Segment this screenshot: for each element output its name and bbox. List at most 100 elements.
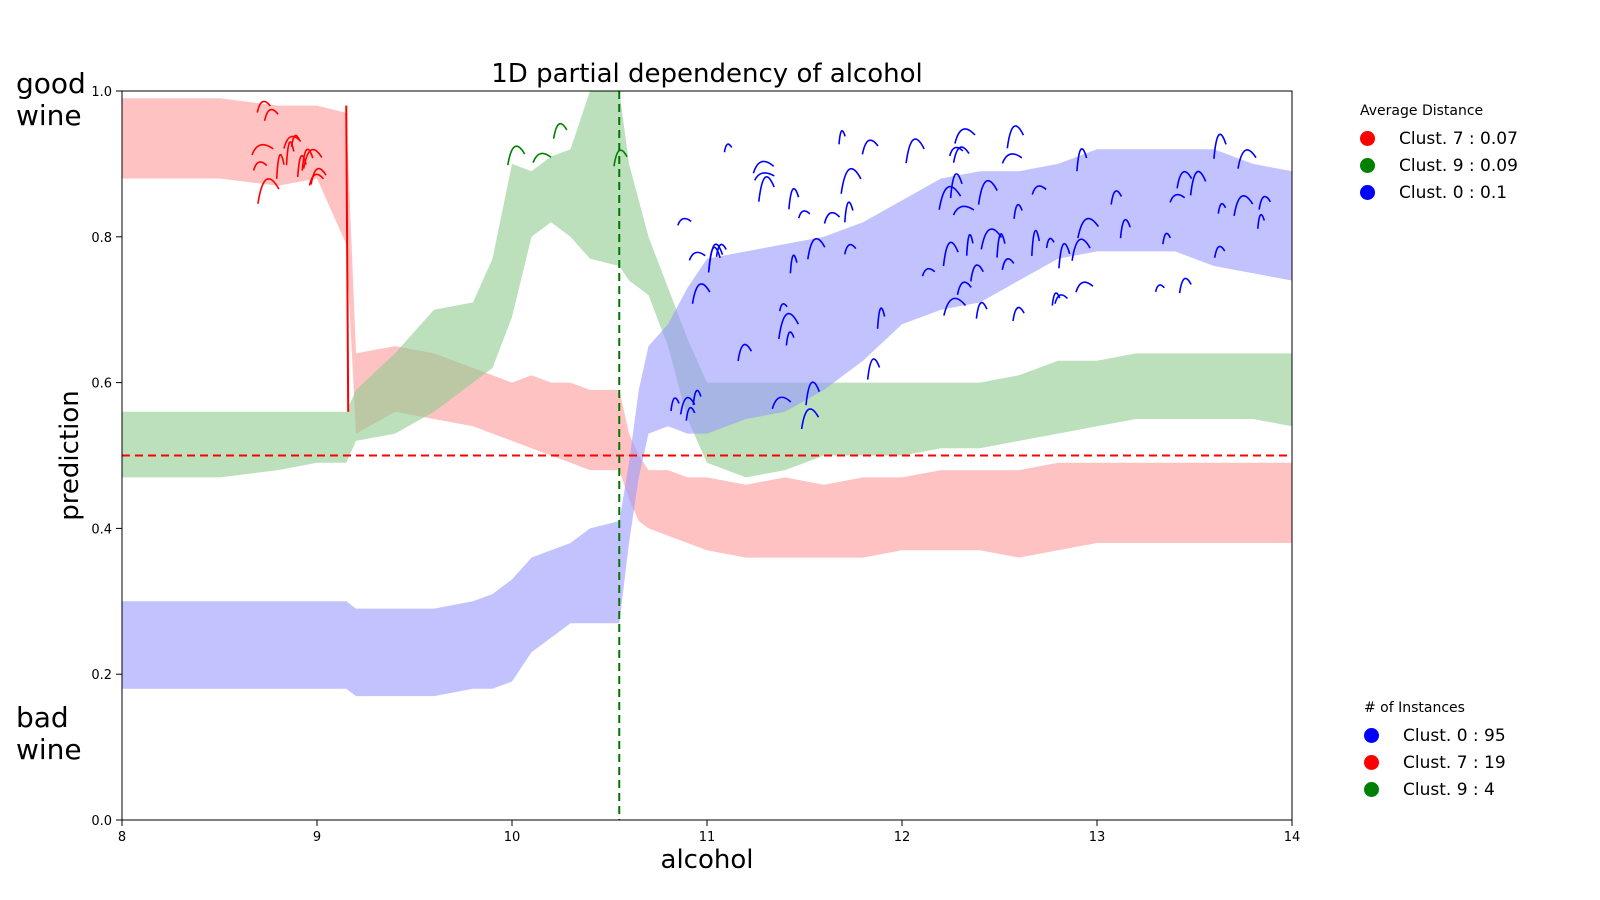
instance-curve [737,343,753,362]
instance-curve [256,100,272,113]
instance-curve [1217,202,1227,214]
good-word: good [16,67,86,100]
instance-curve [257,177,280,204]
instance-curve [685,406,696,421]
instance-curve [1258,195,1272,210]
bad-wine-label: bad wine [16,702,82,766]
legend-instances-label: Clust. 9 : 4 [1403,779,1495,800]
instance-curve [251,143,274,156]
instance-curve [785,331,795,346]
instance-curve [1257,213,1266,229]
instance-curve [938,185,962,210]
bad-word: bad [16,701,69,734]
instance-curve [1045,237,1055,249]
instance-curve [723,143,733,153]
legend-instances-title: # of Instances [1364,700,1465,716]
instance-curve [1075,281,1094,293]
instance-curve [263,108,279,121]
x-tick-label: 10 [504,830,521,845]
instance-curve [308,173,325,186]
instance-curve [507,145,526,166]
instance-curve [952,205,975,216]
x-tick-label: 8 [118,830,126,845]
instance-curve [1006,125,1025,149]
x-tick-label: 12 [894,830,911,845]
instance-curve [1001,258,1015,271]
instance-curve [1119,218,1131,239]
legend-dot [1360,158,1375,173]
instance-curve [707,246,721,273]
legend-dot [1364,755,1379,770]
instance-curves [251,100,1272,430]
x-tick-label: 13 [1089,830,1106,845]
legend-distance-label: Clust. 9 : 0.09 [1399,155,1518,176]
instance-curve [876,307,886,329]
instance-curve [921,267,936,277]
instance-curve [1001,153,1023,164]
instance-curve [805,381,821,406]
instance-curve [1169,193,1186,203]
instance-curve [691,283,711,304]
instance-curve [1077,217,1100,239]
x-tick-label: 9 [313,830,321,845]
instance-curve [1162,232,1172,245]
confidence-bands [122,91,1292,697]
instance-curve [753,172,775,181]
legend-instances-item: Clust. 7 : 19 [1364,749,1506,776]
instance-curve [807,237,826,260]
instance-curve [943,297,967,316]
x-tick-label: 14 [1284,830,1301,845]
instance-curve [797,210,811,219]
instance-curve [778,303,788,312]
reference-lines [122,91,1292,820]
instance-curve [310,167,327,185]
instance-curve [532,152,552,163]
legend-distance-label: Clust. 7 : 0.07 [1399,128,1518,149]
instance-curve [949,173,963,199]
wine-word-top: wine [16,99,82,132]
instance-curve [840,167,862,194]
instance-curve [1154,284,1165,292]
instance-curve [948,146,964,157]
instance-curve [752,160,775,174]
y-tick-label: 1.0 [91,85,112,100]
y-tick-label: 0.6 [91,377,112,392]
axis-ticks: 8 9 10 11 12 13 14 0.0 0.2 0.4 0.6 0.8 1.0 [91,85,1300,845]
instance-curve [771,396,792,410]
instance-curve [677,217,692,226]
instance-curve [1110,190,1123,205]
legend-dot [1360,185,1375,200]
instance-curve [1058,242,1071,269]
band-clust-0 [122,149,1292,697]
instance-curve [954,128,976,144]
band-clust-9 [122,91,1292,478]
instance-curve [275,153,285,179]
legend-instances-label: Clust. 7 : 19 [1403,752,1506,773]
instance-curve [1031,229,1041,256]
legend-instances-item: Clust. 0 : 95 [1364,722,1506,749]
good-wine-label: good wine [16,68,86,132]
x-tick-label: 11 [699,830,716,845]
instance-curve [980,228,1003,250]
instance-curve [1051,292,1061,306]
instance-curve [345,105,350,412]
instance-curve [692,389,702,406]
x-axis-label: alcohol [661,845,754,875]
instance-curve [843,243,857,255]
instance-curve [1189,170,1207,196]
instance-curve [975,301,988,319]
legend-instances-item: Clust. 9 : 4 [1364,776,1506,803]
instance-curve [670,397,680,412]
instance-curve [942,241,959,267]
y-tick-label: 0.4 [91,522,112,537]
band-clust-7 [122,98,1292,558]
instance-curve [1237,149,1257,169]
instance-curve [1178,277,1192,294]
wine-word-bottom: wine [16,733,82,766]
instance-curve [1013,203,1023,219]
instance-curve [1233,195,1254,217]
legend-distance-item: Clust. 9 : 0.09 [1360,152,1518,179]
instance-curve [838,130,846,145]
instance-curve [1213,245,1226,258]
instance-curve [285,141,295,166]
